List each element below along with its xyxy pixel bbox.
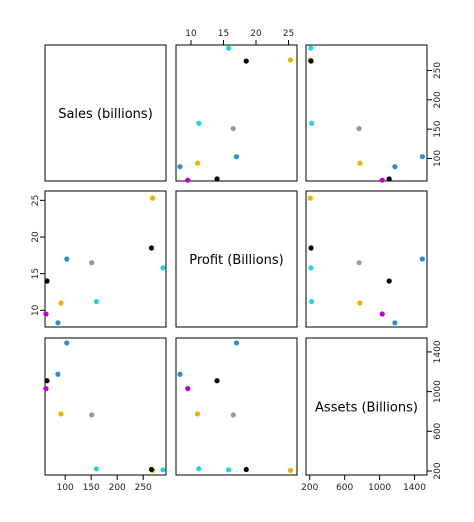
panel-sales-vs-profit (175, 44, 298, 182)
y-tick-label-sales-150: 150 (433, 120, 443, 137)
point-7-profit-vs-assets (307, 195, 313, 201)
point-0-sales-vs-profit (185, 177, 191, 183)
point-1-profit-vs-assets (386, 278, 392, 284)
x-tick-label-sales-150: 150 (83, 483, 100, 493)
point-8-profit-vs-assets (308, 245, 314, 251)
y-tick-label-sales-250: 250 (433, 62, 443, 79)
panel-assets-vs-profit (175, 337, 298, 476)
point-2-profit-vs-sales (55, 320, 61, 326)
point-2-assets-vs-sales (55, 371, 61, 377)
x-tick-label-assets-200: 200 (301, 483, 318, 493)
point-8-assets-vs-profit (243, 466, 249, 473)
point-6-sales-vs-assets (309, 120, 315, 126)
point-9-sales-vs-profit (226, 45, 232, 51)
point-5-profit-vs-assets (356, 260, 362, 266)
point-0-profit-vs-assets (379, 311, 385, 317)
x-tick-label-profit-10: 10 (185, 29, 197, 39)
point-1-sales-vs-profit (214, 176, 220, 182)
point-9-assets-vs-profit (226, 467, 232, 473)
x-tick-label-profit-15: 15 (218, 29, 229, 39)
x-tick-label-sales-200: 200 (109, 483, 126, 493)
point-0-sales-vs-assets (379, 177, 385, 183)
panel-sales-vs-assets (305, 44, 428, 182)
point-2-profit-vs-assets (392, 320, 398, 326)
point-7-assets-vs-profit (287, 467, 294, 474)
diagonal-label-sales: Sales (billions) (58, 107, 153, 122)
point-2-sales-vs-assets (392, 164, 398, 170)
point-2-sales-vs-profit (177, 164, 183, 170)
diagonal-label-profit: Profit (Billions) (189, 253, 284, 268)
point-9-profit-vs-sales (160, 265, 166, 271)
y-tick-label-assets-1000: 1000 (433, 380, 443, 403)
point-4-profit-vs-assets (419, 256, 425, 262)
x-tick-label-profit-25: 25 (283, 29, 294, 39)
point-3-profit-vs-sales (58, 300, 64, 306)
x-tick-label-assets-1400: 1400 (403, 483, 426, 493)
y-tick-label-assets-1400: 1400 (433, 340, 443, 363)
point-9-profit-vs-assets (308, 265, 314, 271)
point-1-assets-vs-sales (44, 378, 50, 384)
point-4-assets-vs-sales (64, 340, 70, 346)
diagonal-label-assets: Assets (Billions) (315, 401, 418, 416)
y-tick-label-assets-200: 200 (433, 462, 443, 479)
point-6-assets-vs-profit (196, 466, 202, 472)
point-6-sales-vs-profit (196, 120, 202, 126)
point-3-assets-vs-sales (58, 411, 64, 417)
point-3-sales-vs-profit (194, 160, 201, 166)
point-8-sales-vs-assets (308, 58, 314, 64)
x-tick-label-sales-250: 250 (135, 483, 152, 493)
panel-assets-vs-sales (44, 337, 167, 476)
panel-profit-vs-sales (44, 190, 167, 328)
point-0-assets-vs-profit (185, 386, 191, 392)
y-tick-label-sales-100: 100 (433, 150, 443, 167)
panel-assets-vs-assets (305, 337, 428, 476)
point-3-profit-vs-assets (357, 300, 363, 306)
x-tick-label-sales-100: 100 (57, 483, 74, 493)
point-7-profit-vs-sales (149, 195, 156, 201)
point-6-profit-vs-assets (309, 298, 315, 305)
point-1-sales-vs-assets (386, 176, 392, 182)
point-1-profit-vs-sales (44, 278, 50, 284)
point-4-sales-vs-assets (419, 154, 425, 160)
point-5-assets-vs-sales (89, 412, 95, 418)
point-5-profit-vs-sales (89, 260, 95, 266)
point-4-profit-vs-sales (64, 256, 70, 262)
point-0-profit-vs-sales (43, 311, 49, 317)
panel-profit-vs-profit (175, 190, 298, 328)
point-6-assets-vs-sales (93, 466, 99, 472)
x-tick-label-profit-20: 20 (250, 29, 262, 39)
x-tick-label-assets-600: 600 (336, 483, 353, 493)
point-3-assets-vs-profit (194, 411, 201, 417)
point-2-assets-vs-profit (177, 371, 183, 377)
y-tick-label-sales-200: 200 (433, 91, 443, 108)
point-4-assets-vs-profit (233, 340, 240, 346)
point-8-sales-vs-profit (243, 58, 249, 64)
panel-profit-vs-assets (305, 190, 428, 328)
y-tick-label-profit-20: 20 (31, 231, 41, 243)
y-tick-label-profit-10: 10 (31, 304, 41, 316)
point-8-profit-vs-sales (148, 245, 155, 251)
point-3-sales-vs-assets (357, 160, 363, 166)
panel-sales-vs-sales (44, 44, 167, 182)
point-5-sales-vs-profit (230, 125, 236, 132)
x-tick-label-assets-1000: 1000 (368, 483, 391, 493)
point-9-sales-vs-assets (308, 45, 314, 51)
y-tick-label-assets-600: 600 (433, 422, 443, 439)
y-tick-label-profit-25: 25 (31, 195, 41, 206)
point-7-sales-vs-profit (287, 57, 294, 63)
point-4-sales-vs-profit (233, 154, 240, 160)
point-5-sales-vs-assets (356, 125, 362, 132)
y-tick-label-profit-15: 15 (31, 268, 41, 279)
point-1-assets-vs-profit (214, 378, 220, 384)
point-6-profit-vs-sales (93, 298, 99, 305)
point-8-assets-vs-sales (148, 466, 155, 473)
point-0-assets-vs-sales (43, 386, 49, 392)
point-9-assets-vs-sales (160, 467, 166, 473)
point-5-assets-vs-profit (230, 412, 236, 418)
